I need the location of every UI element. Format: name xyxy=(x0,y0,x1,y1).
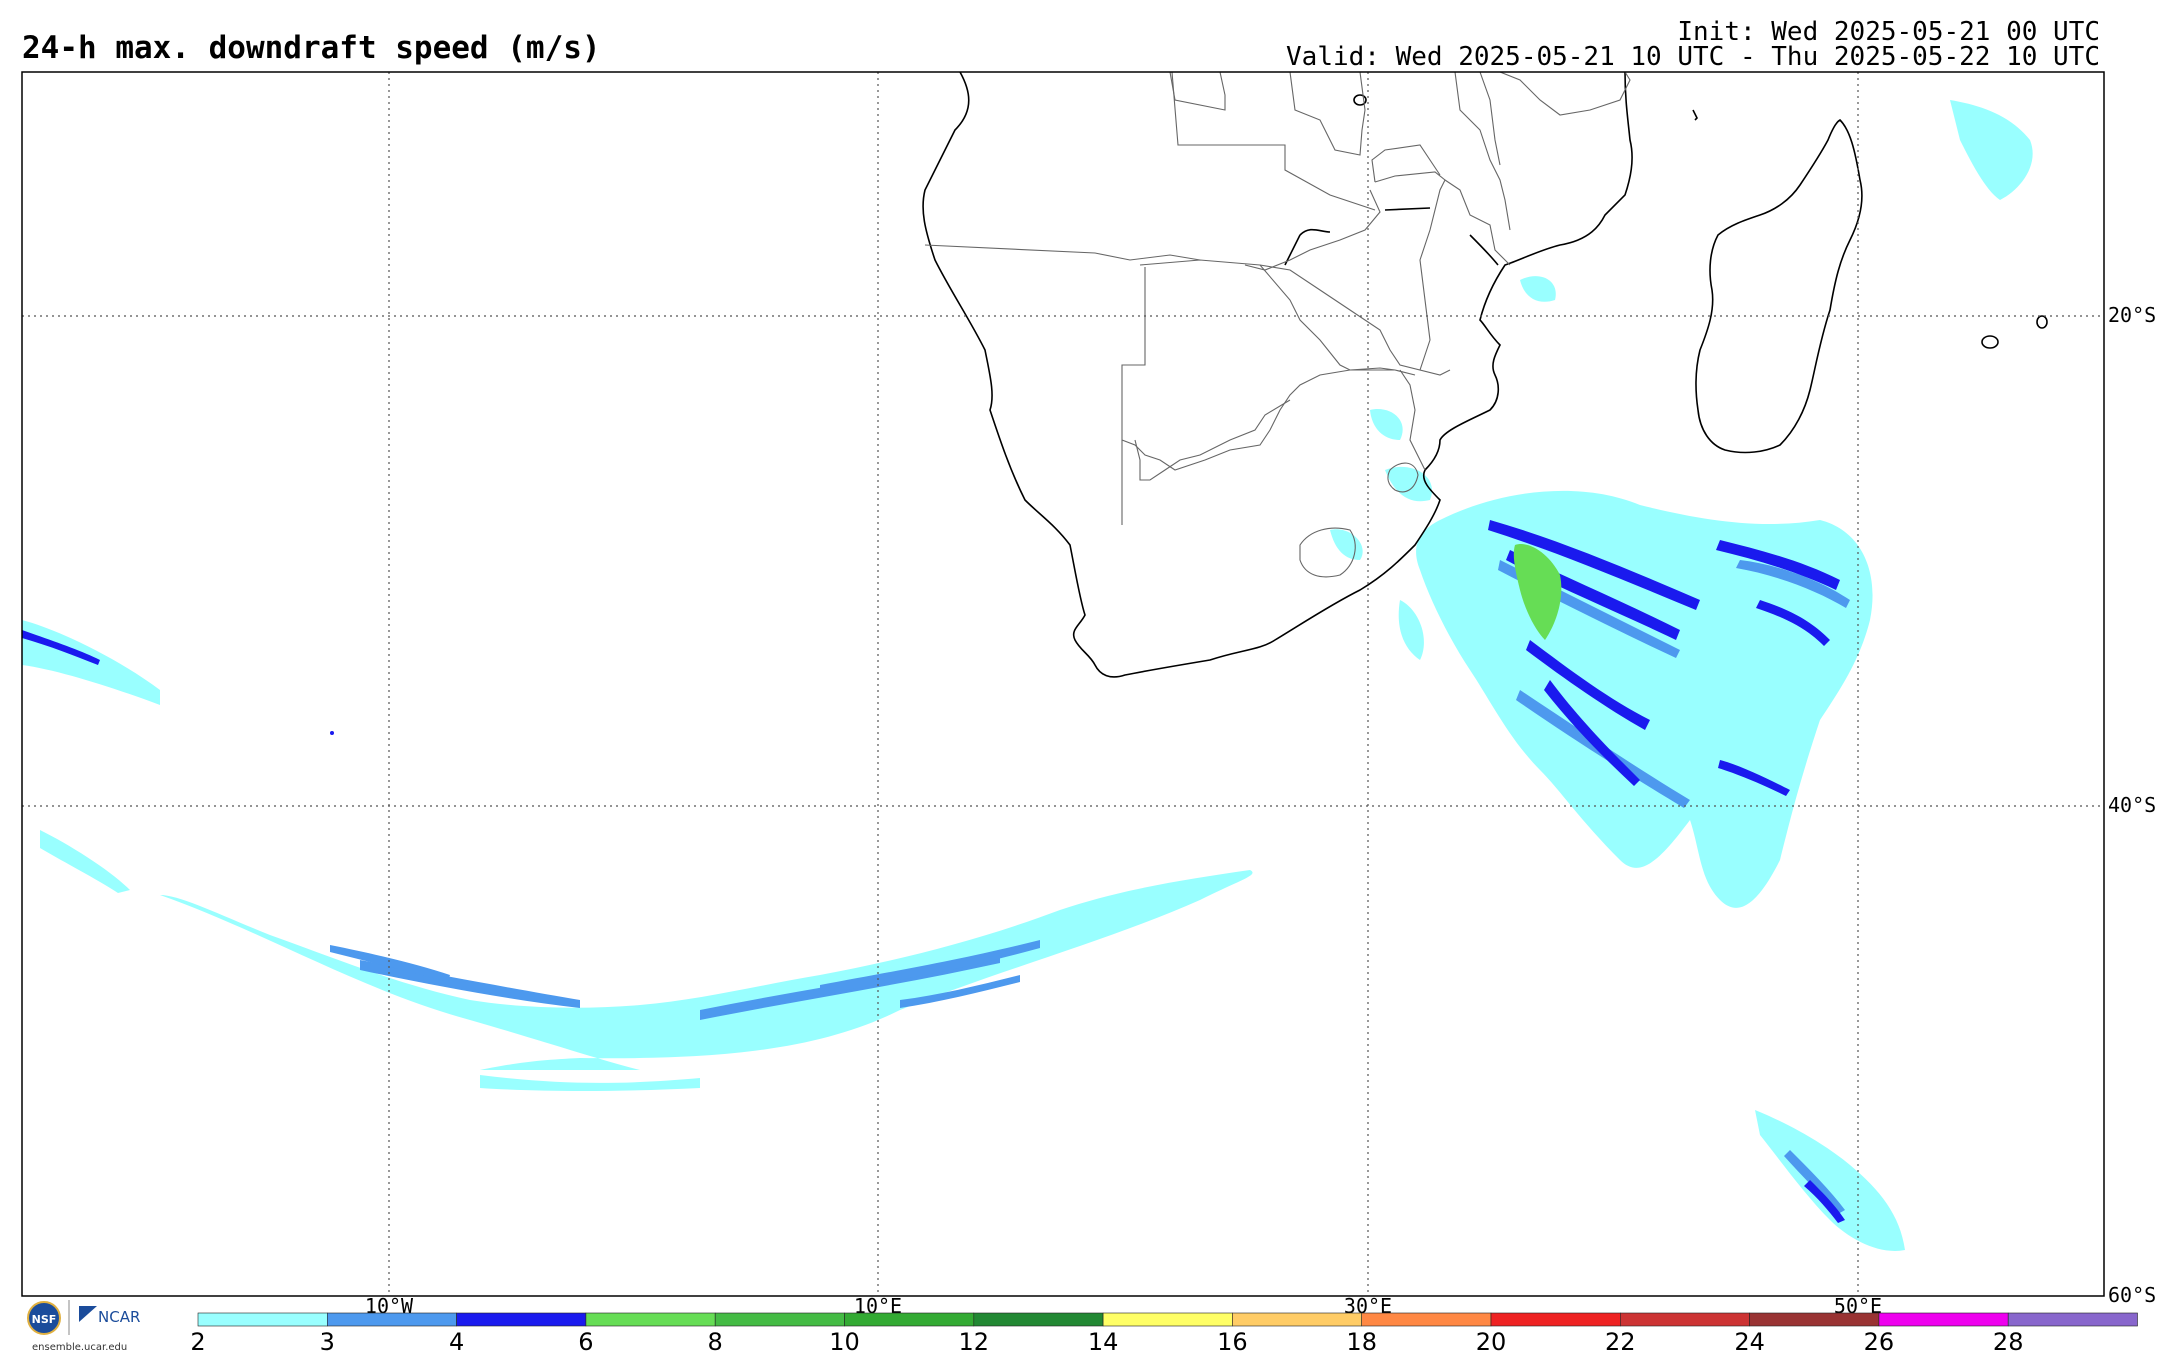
colorbar-swatch xyxy=(456,1312,587,1327)
lat-label: 40°S xyxy=(2108,793,2156,817)
colorbar-swatch xyxy=(973,1312,1104,1327)
colorbar-swatch xyxy=(326,1312,457,1327)
coastlines xyxy=(922,72,2048,678)
map-title: 24-h max. downdraft speed (m/s) xyxy=(22,30,601,66)
colorbar-tick-label: 28 xyxy=(1993,1328,2024,1354)
colorbar-tick-label: 12 xyxy=(959,1328,990,1354)
colorbar-tick-label: 10 xyxy=(829,1328,860,1354)
downdraft-dark-field xyxy=(22,520,1845,1223)
colorbar-swatch xyxy=(1878,1312,2009,1327)
map-frame xyxy=(21,71,2105,1297)
colorbar-tick-label: 4 xyxy=(449,1328,464,1354)
field-layer xyxy=(22,72,2048,1251)
country-borders xyxy=(924,72,1631,525)
lat-labels: 20°S 40°S 60°S xyxy=(2108,303,2156,1307)
downdraft-light-field xyxy=(22,100,2033,1251)
graticule xyxy=(22,72,2104,1296)
colorbar-swatch xyxy=(1232,1312,1363,1327)
colorbar: 2 3 4 6 8 10 12 14 16 18 20 22 24 26 28 xyxy=(190,1312,2138,1354)
colorbar-swatch xyxy=(1620,1312,1750,1327)
colorbar-tick-label: 8 xyxy=(708,1328,723,1354)
colorbar-swatch xyxy=(844,1312,975,1327)
colorbar-tick-label: 14 xyxy=(1088,1328,1119,1354)
colorbar-tick-label: 2 xyxy=(190,1328,205,1354)
nsf-logo: NSF xyxy=(27,1301,61,1335)
colorbar-swatch xyxy=(197,1312,328,1327)
downdraft-medium-field xyxy=(330,560,1850,1214)
logo-url: ensemble.ucar.edu xyxy=(32,1342,127,1353)
colorbar-tick-label: 18 xyxy=(1346,1328,1377,1354)
colorbar-swatch xyxy=(585,1312,716,1327)
valid-time: Valid: Wed 2025-05-21 10 UTC - Thu 2025-… xyxy=(1286,42,2100,72)
colorbar-swatch xyxy=(1361,1312,1492,1327)
colorbar-tick-label: 26 xyxy=(1864,1328,1895,1354)
colorbar-swatch xyxy=(1749,1312,1880,1327)
colorbar-swatch xyxy=(2007,1312,2138,1327)
colorbar-tick-label: 22 xyxy=(1605,1328,1636,1354)
colorbar-tick-label: 24 xyxy=(1734,1328,1765,1354)
colorbar-tick-label: 3 xyxy=(320,1328,335,1354)
colorbar-tick-label: 20 xyxy=(1476,1328,1507,1354)
lat-label: 20°S xyxy=(2108,303,2156,327)
colorbar-tick-label: 16 xyxy=(1217,1328,1248,1354)
ncar-logo-text: NCAR xyxy=(98,1308,140,1326)
colorbar-swatch xyxy=(1102,1312,1233,1327)
nsf-logo-text: NSF xyxy=(32,1313,57,1326)
downdraft-green-core xyxy=(1513,544,1562,640)
header-times: Init: Wed 2025-05-21 00 UTC Valid: Wed 2… xyxy=(1286,17,2100,72)
colorbar-swatch xyxy=(714,1312,845,1327)
lat-label: 60°S xyxy=(2108,1283,2156,1307)
colorbar-tick-label: 6 xyxy=(578,1328,593,1354)
ncar-logo: NCAR xyxy=(79,1306,140,1326)
init-time: Init: Wed 2025-05-21 00 UTC xyxy=(1677,17,2100,47)
colorbar-swatch xyxy=(1490,1312,1621,1327)
